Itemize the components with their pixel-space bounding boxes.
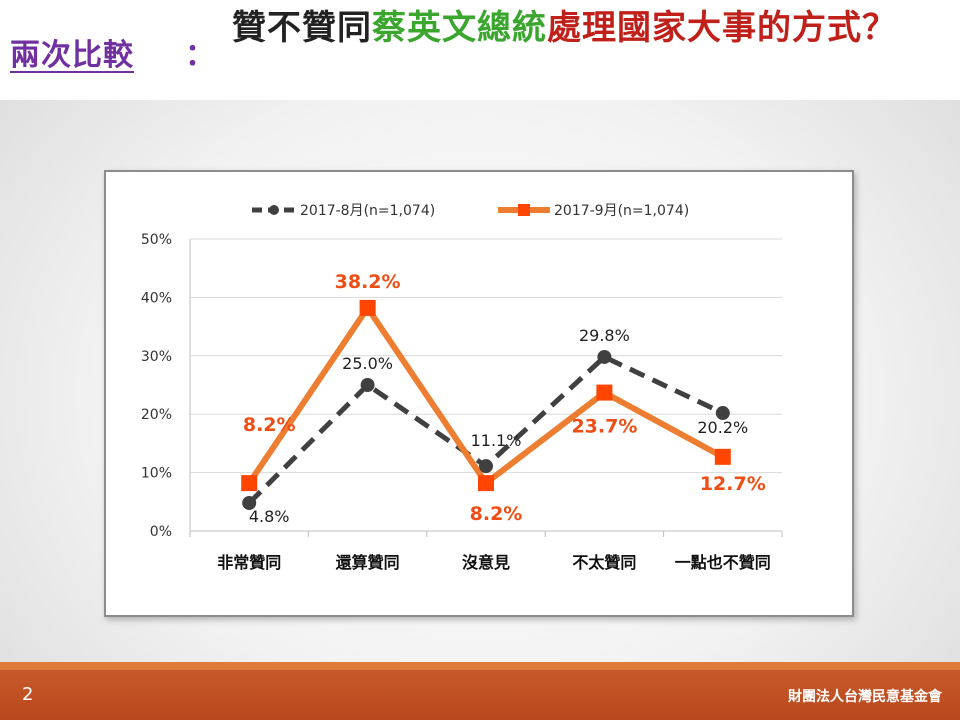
data-label-2017-9: 38.2% [335, 271, 401, 293]
point-2017-8 [242, 495, 257, 510]
data-label-2017-9: 8.2% [243, 414, 296, 436]
chart-frame: 0% 10% 20% 30% 40% 50% 非常贊同 還算贊同 沒意見 不太贊同 一點也不贊同 4.… [104, 170, 854, 617]
data-label-2017-8: 20.2% [697, 418, 748, 437]
data-label-2017-9: 12.7% [700, 473, 766, 495]
x-category-label: 還算贊同 [336, 553, 400, 572]
slide-title: 贊不贊同蔡英文總統處理國家大事的方式？ [232, 4, 947, 52]
point-2017-8 [479, 459, 493, 474]
point-2017-9 [478, 475, 494, 492]
data-label-2017-8: 29.8% [579, 326, 630, 345]
title-part-1: 贊不贊同 [232, 8, 372, 48]
point-2017-8 [360, 378, 375, 392]
y-tick-label: 50% [141, 232, 172, 248]
point-2017-9 [596, 384, 613, 401]
y-tick-label: 40% [141, 290, 172, 306]
point-2017-8 [715, 406, 730, 421]
y-tick-label: 0% [150, 524, 172, 540]
y-tick-label: 10% [141, 466, 172, 482]
x-category-label: 一點也不贊同 [675, 553, 771, 572]
footer-accent-line [0, 662, 960, 670]
data-label-2017-9: 23.7% [571, 416, 637, 438]
point-2017-9 [714, 448, 731, 465]
legend-label-2017-8: 2017-8月(n=1,074) [300, 203, 435, 219]
x-category-label: 不太贊同 [572, 553, 636, 572]
header [0, 0, 960, 100]
line-chart: 0% 10% 20% 30% 40% 50% 非常贊同 還算贊同 沒意見 不太贊同 一點也不贊同 4.… [141, 203, 783, 572]
point-2017-9 [241, 475, 258, 492]
section-label: 兩次比較 [10, 38, 134, 73]
legend-marker-2017-8 [269, 205, 279, 215]
title-part-2: 蔡英文總統 [372, 8, 547, 48]
page-number: 2 [22, 684, 34, 705]
y-tick-label: 30% [141, 349, 172, 365]
legend-label-2017-9: 2017-9月(n=1,074) [554, 203, 689, 219]
data-label-2017-8: 4.8% [249, 507, 290, 526]
x-category-label: 沒意見 [462, 553, 510, 572]
organization-name: 財團法人台灣民意基金會 [788, 689, 942, 705]
legend-marker-2017-9 [518, 204, 530, 216]
point-2017-9 [359, 299, 376, 316]
footer-bar [0, 670, 960, 720]
series-line-2017-9 [246, 304, 725, 487]
data-label-2017-8: 25.0% [342, 354, 393, 373]
title-part-3: 處理國家大事的方式？ [547, 8, 897, 48]
point-2017-8 [597, 349, 612, 364]
y-tick-label: 20% [141, 407, 172, 423]
data-label-2017-9: 8.2% [470, 503, 523, 525]
section-colon: ： [185, 38, 215, 73]
data-label-2017-8: 11.1% [471, 431, 522, 450]
x-category-label: 非常贊同 [217, 553, 281, 572]
